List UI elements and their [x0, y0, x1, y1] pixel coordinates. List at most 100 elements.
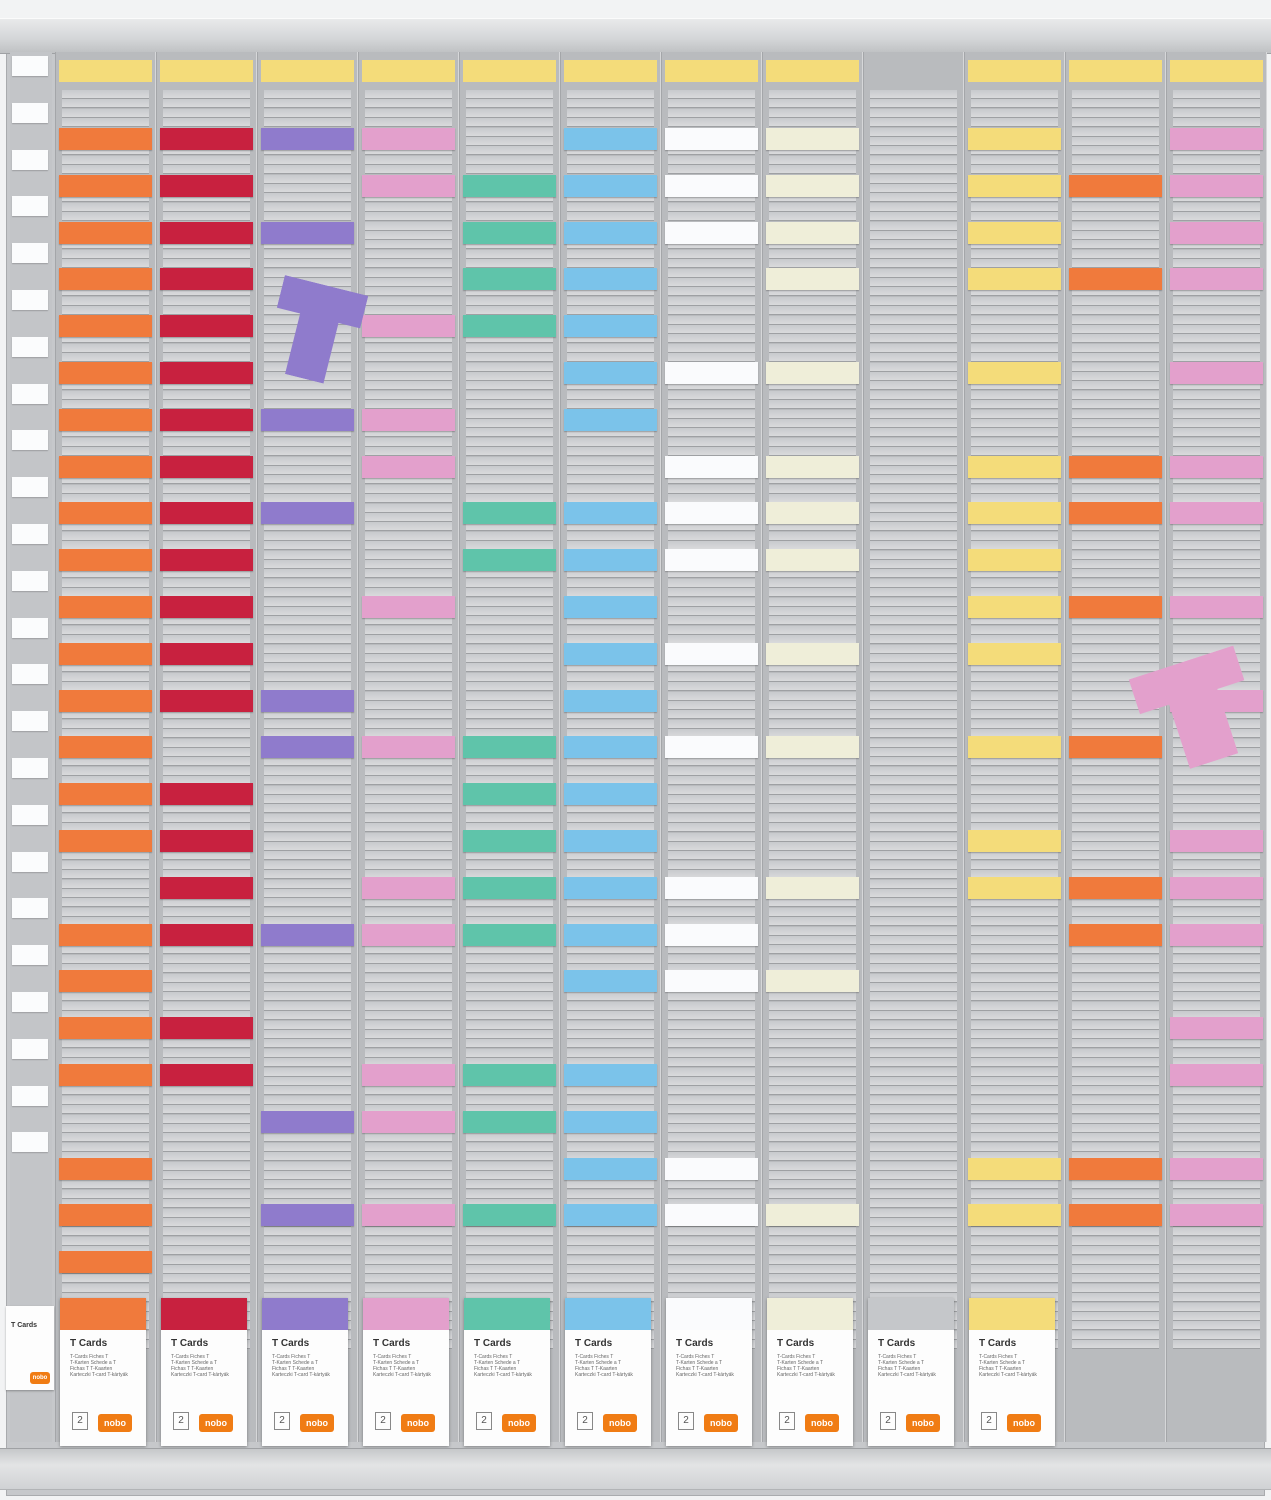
- tcard[interactable]: [59, 970, 152, 993]
- tcard[interactable]: [766, 221, 859, 244]
- tcard[interactable]: [1069, 1204, 1162, 1227]
- column-header-card[interactable]: [665, 60, 758, 82]
- tcard[interactable]: [968, 549, 1061, 572]
- column-header-card[interactable]: [160, 60, 253, 82]
- tcard[interactable]: [564, 268, 657, 291]
- tcard[interactable]: [463, 174, 556, 197]
- tcard[interactable]: [564, 174, 657, 197]
- tcard[interactable]: [160, 1017, 253, 1040]
- tcard[interactable]: [1170, 362, 1263, 384]
- tcard[interactable]: [59, 128, 152, 150]
- tcard[interactable]: [1069, 596, 1162, 618]
- tcard[interactable]: [968, 1204, 1061, 1227]
- tcard[interactable]: [564, 221, 657, 244]
- tcard[interactable]: [59, 830, 152, 852]
- tcard[interactable]: [59, 502, 152, 525]
- tcard[interactable]: [59, 783, 152, 806]
- tcard[interactable]: [665, 970, 758, 993]
- column-header-card[interactable]: [463, 60, 556, 82]
- tcard[interactable]: [665, 736, 758, 759]
- tcard[interactable]: [59, 596, 152, 618]
- tcard[interactable]: [968, 362, 1061, 384]
- tcard[interactable]: [160, 783, 253, 806]
- index-card[interactable]: [12, 56, 48, 76]
- tcard[interactable]: [59, 455, 152, 478]
- tcard[interactable]: [766, 174, 859, 197]
- tcard[interactable]: [1170, 1157, 1263, 1180]
- tcard[interactable]: [261, 408, 354, 431]
- tcard[interactable]: [564, 783, 657, 806]
- tcard[interactable]: [665, 923, 758, 946]
- tcard[interactable]: [160, 502, 253, 525]
- tcard[interactable]: [564, 362, 657, 384]
- tcard[interactable]: [1069, 455, 1162, 478]
- index-card[interactable]: [12, 1132, 48, 1153]
- tcard[interactable]: [968, 455, 1061, 478]
- tcard[interactable]: [160, 268, 253, 291]
- tcard[interactable]: [59, 408, 152, 431]
- tcard[interactable]: [463, 549, 556, 572]
- index-card[interactable]: [12, 804, 48, 825]
- index-card[interactable]: [12, 1085, 48, 1106]
- tcard[interactable]: [564, 642, 657, 665]
- index-card[interactable]: [12, 430, 48, 451]
- tcard[interactable]: [766, 362, 859, 384]
- tcard[interactable]: [968, 128, 1061, 150]
- tcard[interactable]: [564, 128, 657, 150]
- tcard[interactable]: [59, 1064, 152, 1086]
- tcard[interactable]: [665, 221, 758, 244]
- index-card[interactable]: [12, 851, 48, 872]
- tcard[interactable]: [59, 1157, 152, 1180]
- tcard[interactable]: [968, 1157, 1061, 1180]
- column-header-card[interactable]: [564, 60, 657, 82]
- tcard[interactable]: [261, 1110, 354, 1133]
- tcard[interactable]: [665, 1157, 758, 1180]
- index-card[interactable]: [12, 1038, 48, 1059]
- tcard[interactable]: [160, 642, 253, 665]
- tcard[interactable]: [261, 128, 354, 150]
- tcard[interactable]: [160, 923, 253, 946]
- tcard[interactable]: [463, 1064, 556, 1086]
- tcard[interactable]: [463, 736, 556, 759]
- tcard[interactable]: [1170, 923, 1263, 946]
- tcard[interactable]: [968, 830, 1061, 852]
- index-card[interactable]: [12, 664, 48, 685]
- tcard[interactable]: [59, 1251, 152, 1274]
- column-header-card[interactable]: [1170, 60, 1263, 82]
- tcard[interactable]: [564, 408, 657, 431]
- tcard-pack[interactable]: T Cards T-Cards Fiches T T-Karten Schede a…: [464, 1298, 550, 1446]
- tcard[interactable]: [665, 174, 758, 197]
- tcard[interactable]: [564, 596, 657, 618]
- tcard[interactable]: [564, 1157, 657, 1180]
- tcard[interactable]: [362, 128, 455, 150]
- tcard-pack[interactable]: T Cards T-Cards Fiches T T-Karten Schede a…: [363, 1298, 449, 1446]
- tcard[interactable]: [564, 689, 657, 712]
- tcard[interactable]: [564, 1110, 657, 1133]
- tcard[interactable]: [261, 221, 354, 244]
- tcard[interactable]: [665, 876, 758, 899]
- index-card[interactable]: [12, 196, 48, 217]
- tcard[interactable]: [665, 362, 758, 384]
- tcard[interactable]: [463, 1204, 556, 1227]
- tcard-pack[interactable]: T Cards T-Cards Fiches T T-Karten Schede a…: [868, 1298, 954, 1446]
- tcard[interactable]: [766, 455, 859, 478]
- index-card[interactable]: [12, 992, 48, 1012]
- tcard[interactable]: [665, 128, 758, 150]
- column-header-card[interactable]: [968, 60, 1061, 82]
- tcard[interactable]: [261, 689, 354, 712]
- tcard[interactable]: [59, 1017, 152, 1040]
- tcard[interactable]: [362, 455, 455, 478]
- tcard[interactable]: [362, 174, 455, 197]
- index-card[interactable]: [12, 711, 48, 732]
- index-card[interactable]: [12, 898, 48, 919]
- tcard[interactable]: [968, 174, 1061, 197]
- tcard[interactable]: [59, 923, 152, 946]
- tcard[interactable]: [362, 1204, 455, 1227]
- tcard[interactable]: [362, 315, 455, 338]
- tcard[interactable]: [1170, 1204, 1263, 1227]
- index-card[interactable]: [12, 383, 48, 404]
- tcard[interactable]: [59, 642, 152, 665]
- tcard[interactable]: [160, 174, 253, 197]
- index-card[interactable]: [12, 243, 48, 264]
- tcard[interactable]: [968, 876, 1061, 899]
